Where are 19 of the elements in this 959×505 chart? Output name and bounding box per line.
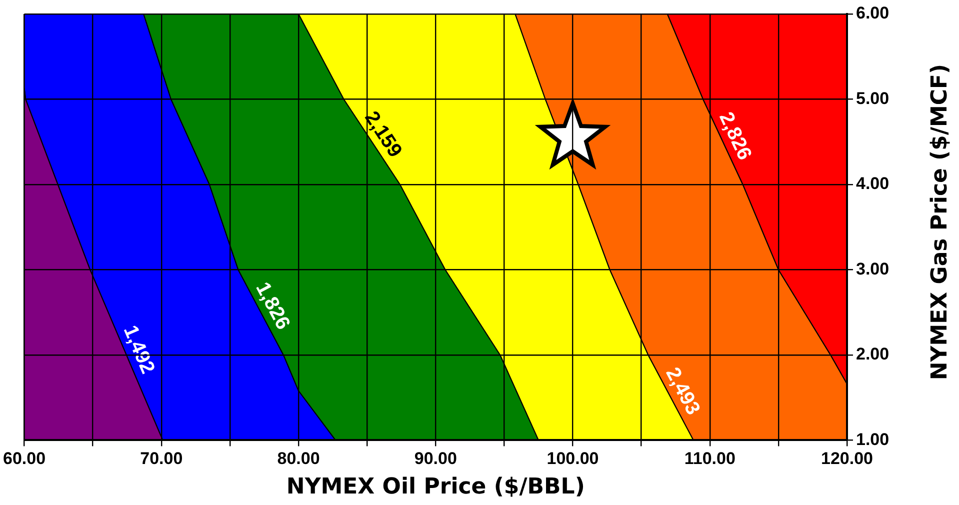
x-tick-label: 60.00 <box>2 449 46 468</box>
x-tick-label: 120.00 <box>821 449 873 468</box>
x-axis-title: NYMEX Oil Price ($/BBL) <box>286 474 585 500</box>
x-tick-label: 80.00 <box>277 449 320 468</box>
y-tick-label: 3.00 <box>856 259 890 278</box>
x-tick-label: 90.00 <box>414 449 457 468</box>
series-label: 1,826 <box>251 278 294 334</box>
x-tick-label: 100.00 <box>546 449 599 468</box>
y-tick-label: 4.00 <box>856 174 890 194</box>
x-tick-label: 110.00 <box>684 449 736 468</box>
y-tick-label: 5.00 <box>856 88 890 108</box>
y-tick-label: 6.00 <box>856 4 890 23</box>
y-axis-title: NYMEX Gas Price ($/MCF) <box>928 64 952 380</box>
x-tick-label: 70.00 <box>140 449 183 468</box>
y-tick-label: 2.00 <box>856 344 890 364</box>
y-tick-label: 1.00 <box>856 430 890 449</box>
series-label: 2,493 <box>661 364 704 419</box>
series-label: 2,826 <box>714 108 756 164</box>
series-label: 1,492 <box>118 322 159 377</box>
